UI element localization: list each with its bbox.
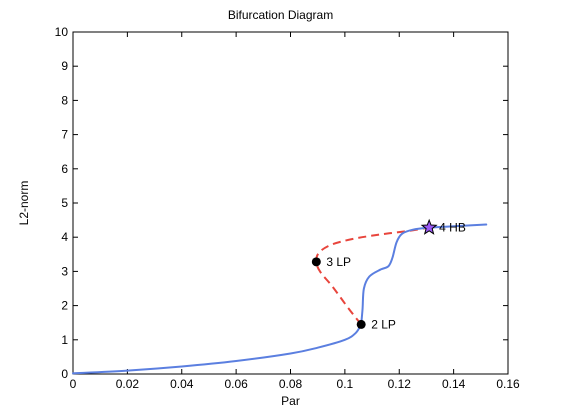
special-point-label: 4 HB	[439, 221, 466, 235]
axis-ticks: 0 0.02 0.04 0.06 0.08 0.1 0.12 0.14 0.16 0 1 2 3 4 5 6 7…	[55, 25, 520, 391]
x-tick-label: 0.08	[279, 377, 303, 391]
x-tick-label: 0.04	[170, 377, 194, 391]
y-tick-label: 9	[61, 59, 68, 73]
special-points: 2 LP 3 LP 4 HB	[311, 218, 466, 331]
y-tick-label: 8	[61, 93, 68, 107]
x-tick-label: 0.12	[388, 377, 412, 391]
axes-box	[72, 31, 509, 375]
special-point-label: 3 LP	[326, 255, 351, 269]
y-tick-label: 4	[61, 230, 68, 244]
hopf-star-marker	[420, 218, 438, 235]
y-tick-label: 5	[61, 196, 68, 210]
unstable-branch-line	[315, 226, 430, 326]
chart-title: Bifurcation Diagram	[227, 8, 334, 22]
x-tick-label: 0.1	[337, 377, 354, 391]
limit-point-marker	[356, 319, 366, 329]
x-tick-label: 0	[70, 377, 77, 391]
x-tick-label: 0.16	[496, 377, 520, 391]
x-tick-label: 0.02	[116, 377, 140, 391]
y-tick-label: 2	[61, 299, 68, 313]
x-tick-label: 0.06	[224, 377, 248, 391]
y-tick-label: 7	[61, 128, 68, 142]
y-tick-label: 0	[61, 367, 68, 381]
y-tick-label: 1	[61, 333, 68, 347]
x-tick-label: 0.14	[442, 377, 466, 391]
stable-branch-line	[72, 323, 363, 375]
special-point-label: 2 LP	[371, 317, 396, 331]
y-axis-label: L2-norm	[17, 180, 31, 226]
y-tick-label: 10	[55, 25, 69, 39]
limit-point-marker	[311, 257, 321, 267]
y-tick-label: 6	[61, 162, 68, 176]
x-axis-label: Par	[281, 394, 300, 408]
y-tick-label: 3	[61, 264, 68, 278]
